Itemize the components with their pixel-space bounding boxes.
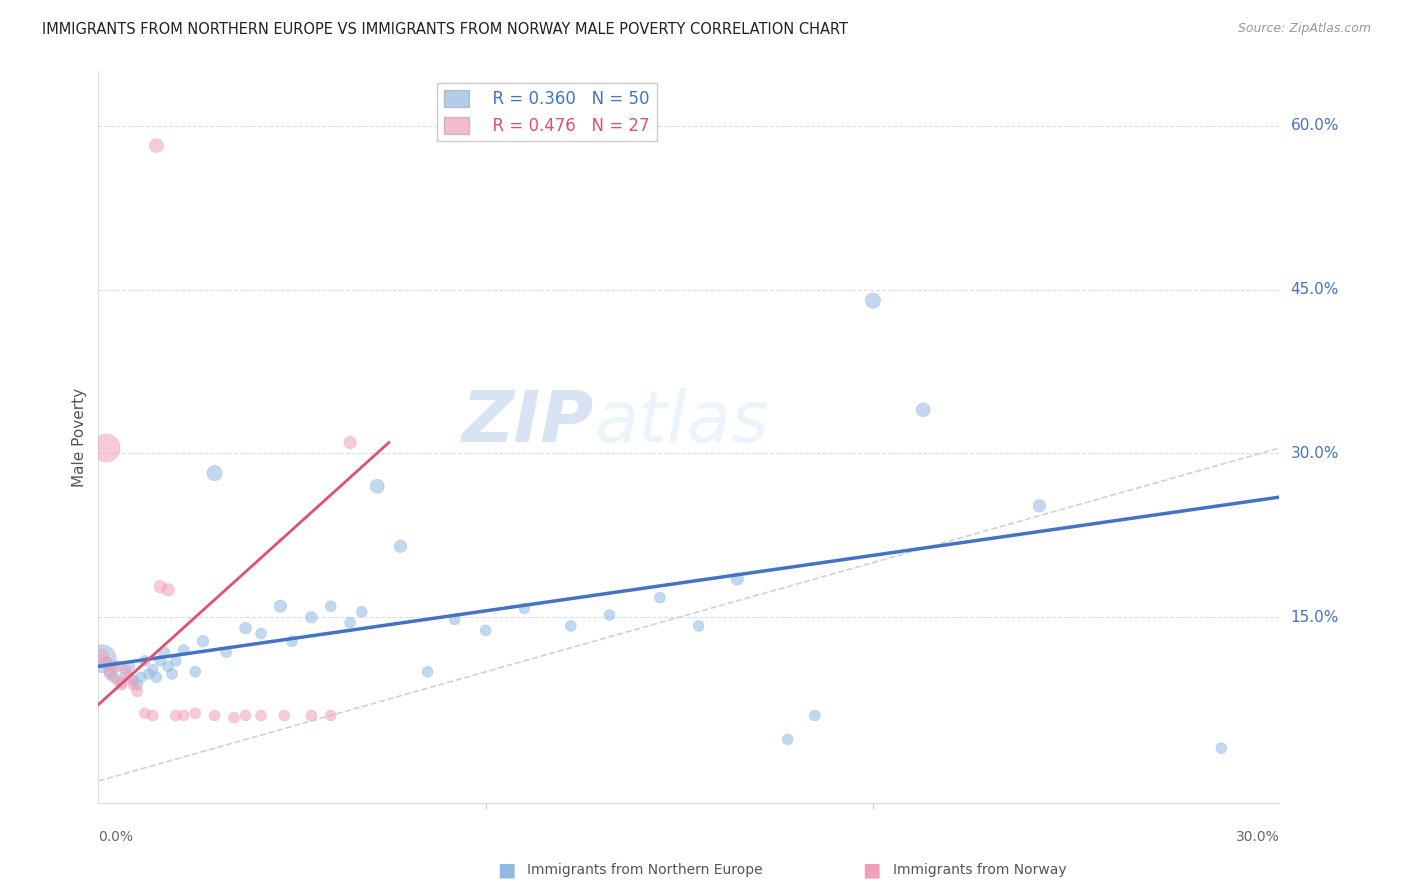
Point (118, 659, 141, 673)
Point (513, 601, 536, 615)
Text: Immigrants from Norway: Immigrants from Norway (893, 863, 1066, 877)
Text: ■: ■ (862, 860, 882, 880)
Text: ■: ■ (496, 860, 516, 880)
Point (339, 615, 361, 630)
Text: Source: ZipAtlas.com: Source: ZipAtlas.com (1237, 22, 1371, 36)
Point (91, 648, 114, 663)
Point (299, 610, 322, 624)
Point (111, 678, 134, 692)
Point (107, 659, 129, 673)
Point (129, 670, 152, 684)
Text: 30.0%: 30.0% (1291, 446, 1339, 461)
Point (114, 667, 136, 681)
Point (153, 645, 176, 659)
Point (339, 435, 361, 450)
Point (173, 643, 195, 657)
Point (157, 582, 180, 597)
Point (142, 663, 165, 677)
Point (688, 619, 710, 633)
Legend:   R = 0.360   N = 50,   R = 0.476   N = 27: R = 0.360 N = 50, R = 0.476 N = 27 (437, 83, 657, 141)
Text: 60.0%: 60.0% (1291, 119, 1339, 134)
Point (165, 708, 187, 723)
Text: 15.0%: 15.0% (1291, 610, 1339, 624)
Point (366, 479, 388, 493)
Point (127, 678, 149, 692)
Point (319, 708, 342, 723)
Text: 0.0%: 0.0% (98, 830, 134, 844)
Text: 30.0%: 30.0% (1236, 830, 1279, 844)
Point (204, 466, 226, 480)
Point (184, 706, 207, 721)
Text: Immigrants from Northern Europe: Immigrants from Northern Europe (527, 863, 763, 877)
Point (1211, 741, 1233, 756)
Point (103, 670, 125, 684)
Point (350, 605, 373, 619)
Point (98, 667, 121, 681)
Point (96, 656, 118, 670)
Text: IMMIGRANTS FROM NORTHERN EUROPE VS IMMIGRANTS FROM NORWAY MALE POVERTY CORRELATI: IMMIGRANTS FROM NORTHERN EUROPE VS IMMIG… (42, 22, 848, 37)
Point (91, 651, 114, 665)
Point (149, 580, 172, 594)
Point (157, 659, 180, 673)
Y-axis label: Male Poverty: Male Poverty (72, 387, 87, 487)
Point (173, 708, 195, 723)
Point (127, 684, 149, 698)
Point (191, 634, 214, 648)
Point (273, 708, 295, 723)
Point (1028, 499, 1050, 513)
Point (299, 708, 322, 723)
Point (215, 645, 238, 659)
Point (560, 619, 582, 633)
Point (912, 402, 935, 417)
Point (103, 659, 125, 673)
Point (96, 441, 118, 455)
Point (134, 706, 156, 721)
Point (776, 732, 799, 747)
Point (96, 656, 118, 670)
Point (269, 599, 291, 614)
Point (160, 667, 183, 681)
Text: atlas: atlas (595, 388, 769, 457)
Point (389, 539, 412, 553)
Point (443, 612, 465, 626)
Point (648, 591, 671, 605)
Point (184, 665, 207, 679)
Point (250, 708, 273, 723)
Point (122, 678, 145, 692)
Point (114, 663, 136, 677)
Point (319, 599, 342, 614)
Point (281, 634, 304, 648)
Point (804, 708, 827, 723)
Text: 45.0%: 45.0% (1291, 282, 1339, 297)
Point (235, 708, 257, 723)
Point (98, 665, 121, 679)
Point (222, 711, 245, 725)
Point (122, 673, 145, 688)
Point (145, 138, 167, 153)
Point (118, 670, 141, 684)
Point (165, 654, 187, 668)
Point (149, 654, 172, 668)
Point (599, 607, 621, 622)
Point (474, 624, 496, 638)
Point (138, 667, 160, 681)
Point (111, 675, 134, 690)
Text: ZIP: ZIP (463, 388, 595, 457)
Point (862, 293, 884, 308)
Point (145, 670, 167, 684)
Point (250, 626, 273, 640)
Point (134, 654, 156, 668)
Point (235, 621, 257, 635)
Point (725, 572, 748, 586)
Point (107, 673, 129, 688)
Point (142, 708, 165, 723)
Point (204, 708, 226, 723)
Point (416, 665, 439, 679)
